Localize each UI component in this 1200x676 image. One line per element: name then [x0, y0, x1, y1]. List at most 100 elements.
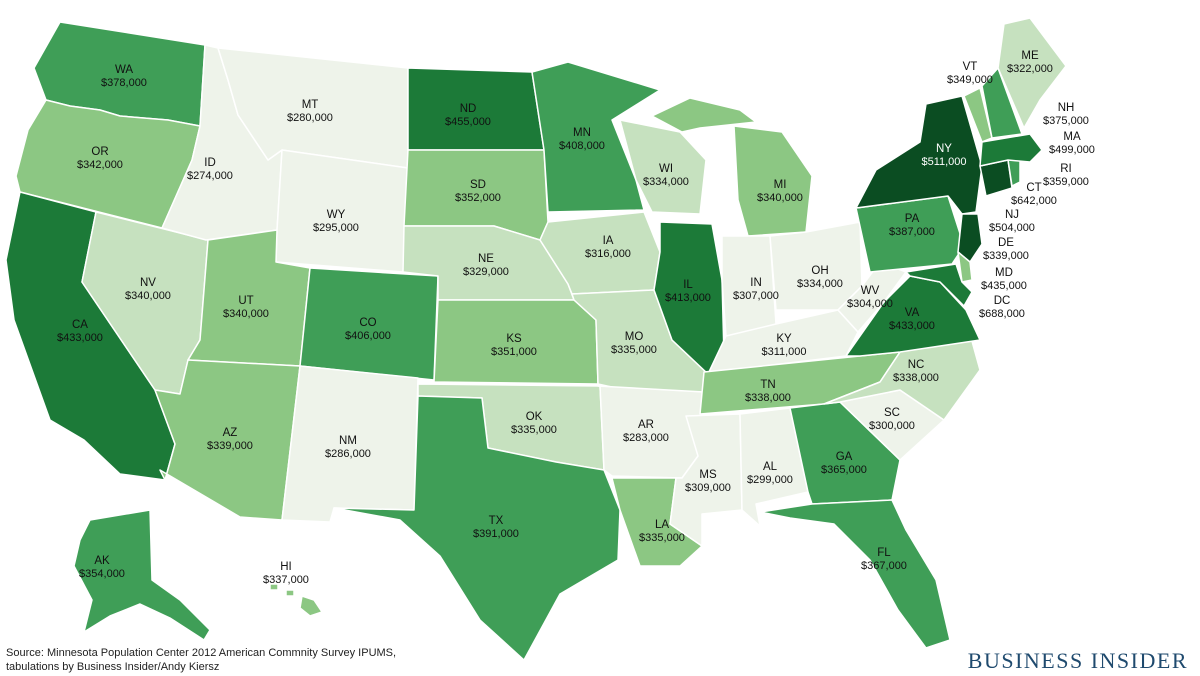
label-wi-value: $334,000 — [643, 176, 689, 188]
label-pa-value: $387,000 — [889, 226, 935, 238]
label-nc-code: NC — [908, 359, 925, 371]
label-id-value: $274,000 — [187, 170, 233, 182]
label-ga-code: GA — [836, 451, 853, 463]
label-co-value: $406,000 — [345, 330, 391, 342]
state-hi-3 — [269, 583, 279, 591]
label-ak-code: AK — [94, 555, 110, 567]
label-or-value: $342,000 — [77, 159, 123, 171]
label-ak-value: $354,000 — [79, 568, 125, 580]
label-ri-value: $359,000 — [1043, 176, 1089, 188]
label-ma-value: $499,000 — [1049, 144, 1095, 156]
label-vt-code: VT — [963, 61, 978, 73]
state-me — [997, 17, 1067, 129]
label-wa-code: WA — [115, 64, 133, 76]
label-ca-code: CA — [72, 319, 88, 331]
label-ok-value: $335,000 — [511, 424, 557, 436]
label-il-value: $413,000 — [665, 292, 711, 304]
label-wv-value: $304,000 — [847, 298, 893, 310]
label-la-code: LA — [655, 519, 669, 531]
label-nv-code: NV — [140, 277, 156, 289]
state-md — [905, 263, 973, 307]
state-ma — [979, 133, 1043, 167]
label-md-value: $435,000 — [981, 280, 1027, 292]
label-wi-code: WI — [659, 163, 673, 175]
label-wy-value: $295,000 — [313, 222, 359, 234]
source-line-2: tabulations by Business Insider/Andy Kie… — [6, 661, 220, 673]
label-ct-code: CT — [1026, 182, 1041, 194]
label-me-value: $322,000 — [1007, 63, 1053, 75]
label-nh-code: NH — [1058, 102, 1075, 114]
label-ut-value: $340,000 — [223, 308, 269, 320]
label-tn-code: TN — [760, 379, 775, 391]
state-nc — [823, 333, 981, 421]
label-dc-value: $688,000 — [979, 308, 1025, 320]
label-ms-value: $309,000 — [685, 482, 731, 494]
label-id-code: ID — [204, 157, 216, 169]
business-insider-logo: BUSINESS INSIDER — [967, 648, 1188, 673]
label-mi-code: MI — [774, 179, 787, 191]
label-il-code: IL — [683, 279, 693, 291]
label-al-value: $299,000 — [747, 474, 793, 486]
label-ky-value: $311,000 — [761, 346, 806, 358]
label-ok-code: OK — [526, 411, 543, 423]
label-ar-value: $283,000 — [623, 432, 669, 444]
label-nd-code: ND — [460, 103, 477, 115]
label-mt-value: $280,000 — [287, 112, 333, 124]
state-va — [845, 275, 981, 357]
label-ne-code: NE — [478, 253, 494, 265]
label-ut-code: UT — [238, 295, 253, 307]
label-sc-value: $300,000 — [869, 420, 915, 432]
label-ky-code: KY — [776, 333, 792, 345]
label-ri-code: RI — [1060, 163, 1072, 175]
label-mi-value: $340,000 — [757, 192, 803, 204]
label-ny-code: NY — [936, 143, 952, 155]
state-mi-up — [651, 97, 757, 133]
label-wy-code: WY — [327, 209, 346, 221]
label-in-code: IN — [750, 277, 762, 289]
state-ny — [855, 95, 983, 215]
label-la-value: $335,000 — [639, 532, 685, 544]
label-ms-code: MS — [699, 469, 717, 481]
state-fl — [759, 499, 951, 649]
source-note: Source: Minnesota Population Center 2012… — [6, 646, 396, 674]
label-ks-code: KS — [506, 333, 522, 345]
label-fl-value: $367,000 — [861, 560, 907, 572]
label-mt-code: MT — [302, 99, 319, 111]
source-line-1: Source: Minnesota Population Center 2012… — [6, 647, 397, 659]
label-ga-value: $365,000 — [821, 464, 867, 476]
state-de — [957, 251, 973, 283]
label-nj-code: NJ — [1005, 209, 1019, 221]
label-wa-value: $378,000 — [101, 77, 147, 89]
label-va-value: $433,000 — [889, 320, 935, 332]
label-ma-code: MA — [1063, 131, 1081, 143]
label-sc-code: SC — [884, 407, 900, 419]
label-ne-value: $329,000 — [463, 266, 509, 278]
label-ia-code: IA — [603, 235, 614, 247]
state-hi-1 — [299, 595, 323, 617]
label-ar-code: AR — [638, 419, 654, 431]
state-ak — [73, 509, 211, 641]
label-dc-code: DC — [994, 295, 1011, 307]
label-az-value: $339,000 — [207, 440, 253, 452]
state-nh — [981, 67, 1023, 139]
label-ct-value: $642,000 — [1011, 195, 1057, 207]
label-oh-value: $334,000 — [797, 278, 843, 290]
label-hi-code: HI — [280, 561, 292, 573]
label-mn-value: $408,000 — [559, 140, 605, 152]
label-tx-code: TX — [489, 515, 504, 527]
state-wi — [619, 119, 707, 215]
label-pa-code: PA — [905, 213, 920, 225]
label-sd-code: SD — [470, 179, 486, 191]
state-wy — [275, 149, 409, 273]
label-co-code: CO — [359, 317, 376, 329]
state-labels: WA $378,000 OR $342,000 CA $433,000 NV $… — [57, 50, 1095, 586]
label-nm-code: NM — [339, 435, 357, 447]
label-me-code: ME — [1021, 50, 1039, 62]
label-tn-value: $338,000 — [745, 392, 791, 404]
label-va-code: VA — [905, 307, 920, 319]
label-tx-value: $391,000 — [473, 528, 519, 540]
label-wv-code: WV — [861, 285, 880, 297]
state-tx — [333, 395, 621, 661]
